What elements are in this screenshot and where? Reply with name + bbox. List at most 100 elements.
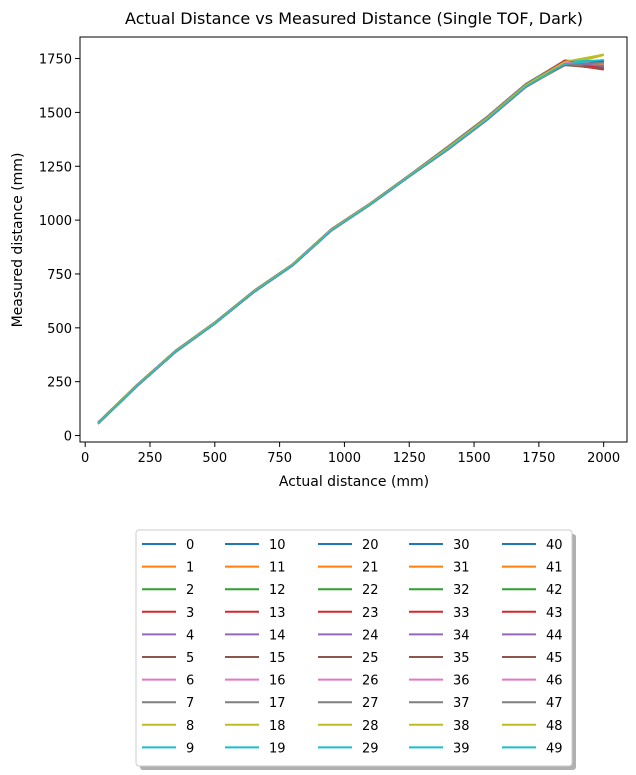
series-line-49 xyxy=(97,59,604,425)
series-line-42 xyxy=(97,62,604,424)
legend-label: 4 xyxy=(186,628,194,643)
y-tick-label: 1250 xyxy=(39,160,72,175)
legend-label: 5 xyxy=(186,651,194,666)
series-line-9 xyxy=(97,59,604,424)
series-line-34 xyxy=(97,59,604,424)
x-tick-label: 750 xyxy=(267,451,292,466)
legend-label: 31 xyxy=(453,561,470,576)
series-line-30 xyxy=(97,60,604,425)
series-line-28 xyxy=(97,53,604,423)
x-tick-label: 1000 xyxy=(328,451,361,466)
legend-label: 20 xyxy=(362,538,379,553)
y-axis-ticks: 0 250 500 750 1000 1250 1500 1750 xyxy=(39,53,80,445)
legend-label: 10 xyxy=(269,538,286,553)
series-line-6 xyxy=(97,62,604,423)
legend-label: 9 xyxy=(186,741,194,756)
legend-label: 40 xyxy=(546,538,563,553)
x-tick-label: 0 xyxy=(81,451,89,466)
series-line-26 xyxy=(97,62,604,424)
series-line-13 xyxy=(97,63,604,424)
legend-label: 23 xyxy=(362,606,379,621)
legend-label: 36 xyxy=(453,674,470,689)
legend-label: 2 xyxy=(186,583,194,598)
series-line-21 xyxy=(97,60,604,424)
series-lines xyxy=(97,53,604,425)
legend-label: 37 xyxy=(453,696,470,711)
legend-label: 22 xyxy=(362,583,379,598)
series-line-37 xyxy=(97,61,604,424)
series-line-35 xyxy=(97,62,604,424)
series-line-17 xyxy=(97,62,604,423)
legend-label: 15 xyxy=(269,651,286,666)
y-tick-label: 1000 xyxy=(39,214,72,229)
legend-label: 11 xyxy=(269,561,286,576)
series-line-15 xyxy=(97,62,604,424)
y-tick-label: 250 xyxy=(47,376,72,391)
legend-label: 29 xyxy=(362,741,379,756)
legend-label: 33 xyxy=(453,606,470,621)
series-line-3 xyxy=(97,60,604,423)
legend-label: 43 xyxy=(546,606,563,621)
series-line-48 xyxy=(97,53,604,424)
x-tick-label: 1750 xyxy=(522,451,555,466)
legend-label: 27 xyxy=(362,696,379,711)
x-tick-label: 250 xyxy=(138,451,163,466)
legend-label: 8 xyxy=(186,719,194,734)
series-line-16 xyxy=(97,59,604,425)
y-tick-label: 0 xyxy=(64,430,72,445)
series-line-24 xyxy=(97,62,604,424)
legend-label: 17 xyxy=(269,696,286,711)
series-line-4 xyxy=(97,63,604,424)
legend: 0123456789101112131415161718192021222324… xyxy=(135,529,576,770)
x-tick-label: 500 xyxy=(202,451,227,466)
legend-label: 18 xyxy=(269,719,286,734)
series-line-7 xyxy=(97,59,604,424)
legend-label: 24 xyxy=(362,628,379,643)
legend-label: 7 xyxy=(186,696,194,711)
y-tick-label: 750 xyxy=(47,268,72,283)
legend-label: 14 xyxy=(269,628,286,643)
series-line-40 xyxy=(97,60,604,424)
legend-label: 35 xyxy=(453,651,470,666)
legend-label: 26 xyxy=(362,674,379,689)
series-line-36 xyxy=(97,63,604,423)
series-line-1 xyxy=(97,61,604,424)
legend-label: 6 xyxy=(186,674,194,689)
legend-label: 42 xyxy=(546,583,563,598)
series-line-38 xyxy=(97,54,604,425)
series-line-47 xyxy=(97,61,604,423)
legend-label: 32 xyxy=(453,583,470,598)
legend-label: 28 xyxy=(362,719,379,734)
series-line-2 xyxy=(97,64,604,424)
series-line-39 xyxy=(97,59,604,423)
legend-label: 44 xyxy=(546,628,563,643)
series-line-12 xyxy=(97,60,604,424)
series-line-10 xyxy=(97,60,604,424)
series-line-20 xyxy=(97,59,604,424)
series-line-41 xyxy=(97,60,604,425)
legend-label: 0 xyxy=(186,538,194,553)
series-line-31 xyxy=(97,63,604,424)
series-line-23 xyxy=(97,60,604,424)
x-axis-ticks: 0 250 500 750 1000 1250 1500 1750 2000 xyxy=(81,442,620,466)
legend-label: 48 xyxy=(546,719,563,734)
series-line-44 xyxy=(97,62,604,425)
legend-label: 19 xyxy=(269,741,286,756)
series-line-8 xyxy=(97,53,604,425)
y-axis-label: Measured distance (mm) xyxy=(10,153,26,328)
series-line-33 xyxy=(97,62,604,425)
x-tick-label: 1250 xyxy=(393,451,426,466)
legend-label: 41 xyxy=(546,561,563,576)
series-line-5 xyxy=(97,60,604,425)
legend-label: 34 xyxy=(453,628,470,643)
series-line-14 xyxy=(97,60,604,423)
legend-label: 21 xyxy=(362,561,379,576)
x-tick-label: 1500 xyxy=(458,451,491,466)
series-line-43 xyxy=(97,59,604,424)
chart-title: Actual Distance vs Measured Distance (Si… xyxy=(125,9,583,28)
legend-label: 13 xyxy=(269,606,286,621)
legend-label: 45 xyxy=(546,651,563,666)
legend-label: 1 xyxy=(186,561,194,576)
y-tick-label: 1500 xyxy=(39,106,72,121)
